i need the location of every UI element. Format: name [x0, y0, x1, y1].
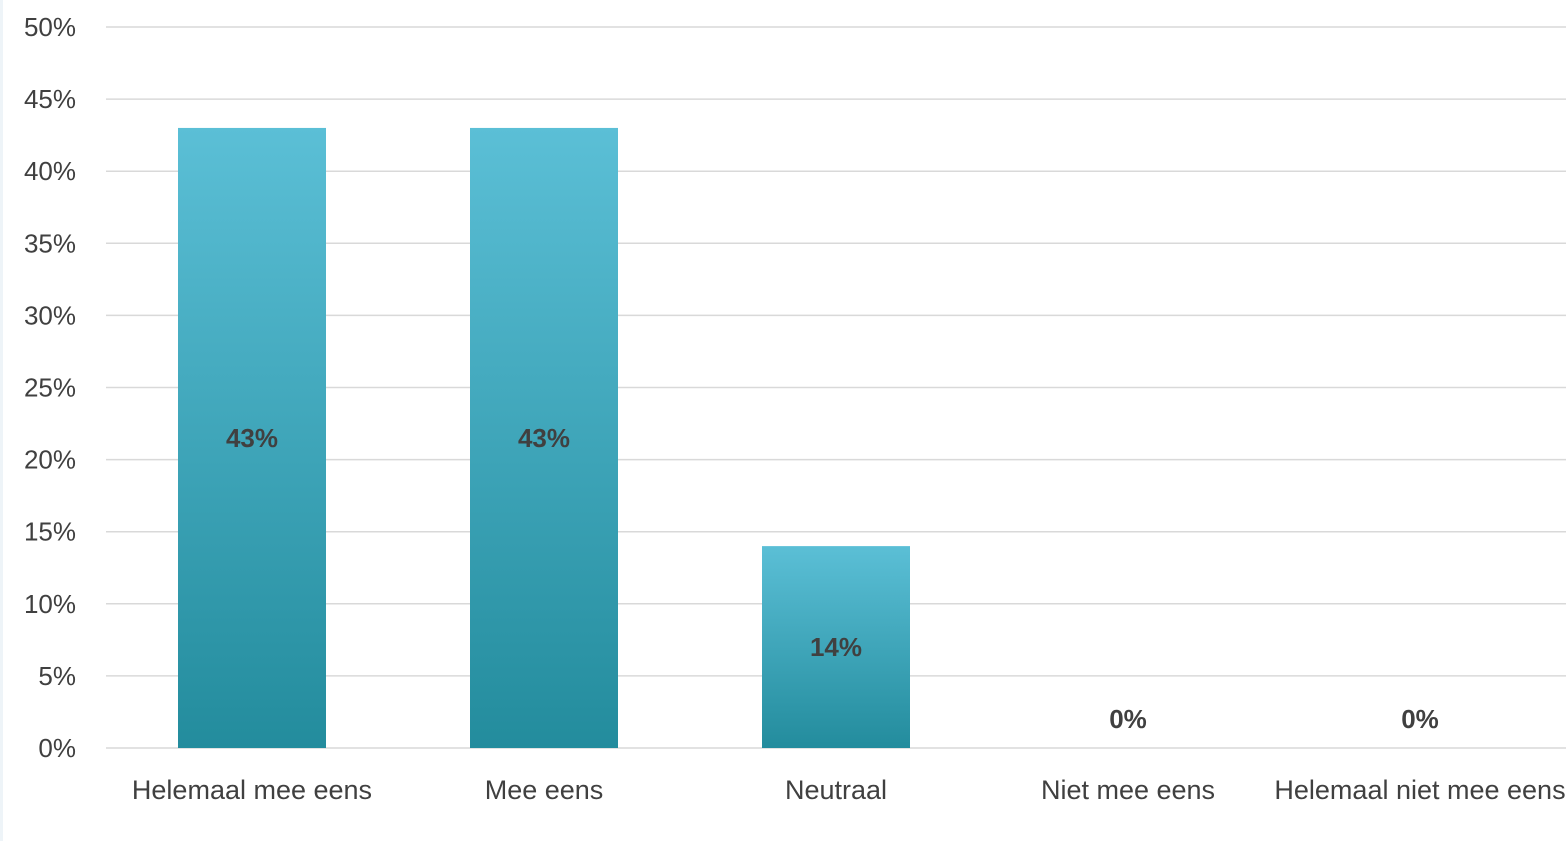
y-tick-label: 10%	[24, 589, 76, 619]
bar	[178, 127, 326, 748]
y-tick-label: 45%	[24, 84, 76, 114]
x-tick-label: Helemaal mee eens	[132, 775, 372, 805]
data-label: 43%	[226, 423, 278, 453]
y-tick-label: 5%	[38, 661, 76, 691]
x-axis-ticks: Helemaal mee eens Mee eens Neutraal Niet me…	[132, 775, 1566, 805]
y-tick-label: 50%	[24, 12, 76, 42]
x-tick-label: Niet mee eens	[1041, 775, 1215, 805]
x-tick-label: Helemaal niet mee eens	[1274, 775, 1565, 805]
y-tick-label: 15%	[24, 517, 76, 547]
data-label: 0%	[1109, 704, 1147, 734]
bar	[470, 127, 618, 748]
left-edge-strip	[0, 0, 3, 841]
y-tick-label: 25%	[24, 373, 76, 403]
bars	[178, 127, 910, 748]
y-axis-ticks: 0% 5% 10% 15% 20% 25% 30% 35% 40% 45% 50%	[24, 12, 76, 763]
gridlines	[106, 26, 1566, 749]
data-label: 14%	[810, 632, 862, 662]
x-tick-label: Neutraal	[785, 775, 887, 805]
data-label: 0%	[1401, 704, 1439, 734]
y-tick-label: 40%	[24, 156, 76, 186]
y-tick-label: 30%	[24, 300, 76, 330]
x-tick-label: Mee eens	[485, 775, 604, 805]
y-tick-label: 35%	[24, 228, 76, 258]
y-tick-label: 20%	[24, 445, 76, 475]
y-tick-label: 0%	[38, 733, 76, 763]
bar	[762, 546, 910, 748]
data-labels: 43% 43% 14% 0% 0%	[226, 423, 1439, 734]
data-label: 43%	[518, 423, 570, 453]
